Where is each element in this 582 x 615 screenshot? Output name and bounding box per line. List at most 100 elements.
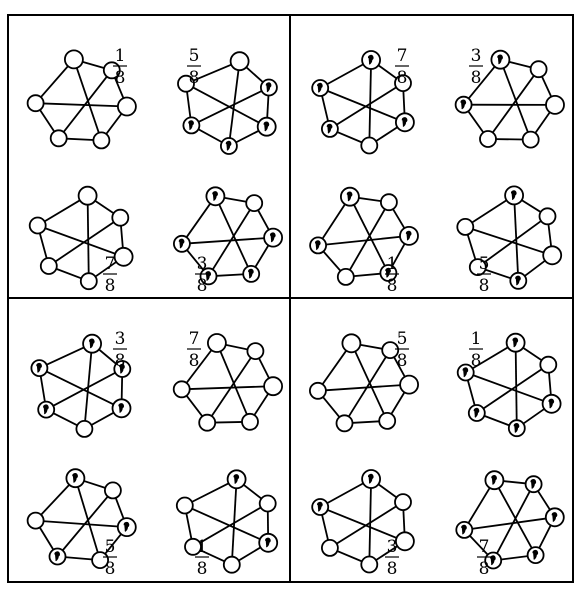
fraction-denominator: 8 [105, 559, 116, 579]
fraction-numerator: 7 [397, 46, 408, 66]
fraction-numerator: 7 [189, 329, 200, 349]
comma-mark [248, 268, 254, 279]
vertex-5 [175, 496, 194, 515]
fraction-label: 18 [195, 537, 209, 579]
vertex-4 [336, 267, 355, 286]
comma-mark [54, 551, 60, 562]
comma-mark [548, 398, 555, 409]
fraction-denominator: 8 [115, 351, 126, 371]
comma-mark [119, 363, 125, 374]
fraction-denominator: 8 [387, 559, 398, 579]
fraction-label: 58 [103, 537, 117, 579]
comma-mark [188, 120, 194, 131]
comma-mark [326, 123, 333, 134]
vertex-1 [379, 193, 398, 212]
fraction-label: 78 [395, 46, 409, 88]
vertex-1 [381, 341, 400, 360]
comma-mark [491, 475, 497, 485]
comma-mark [490, 555, 496, 566]
graph-3-2: 38 [311, 469, 415, 579]
comma-mark [72, 473, 78, 483]
fraction-numerator: 7 [479, 537, 490, 557]
edge-5-2 [465, 371, 552, 405]
comma-mark [225, 140, 232, 151]
vertex-1 [104, 481, 122, 500]
vertex-4 [479, 130, 497, 148]
edge-5-2 [181, 385, 274, 391]
vertex-2 [542, 245, 563, 266]
vertex-0 [341, 333, 362, 354]
comma-mark [317, 501, 323, 512]
fraction-label: 58 [187, 46, 201, 88]
fraction-denominator: 8 [189, 68, 200, 88]
edge-5-2 [317, 383, 410, 392]
vertex-3 [521, 130, 540, 149]
vertex-4 [468, 258, 487, 277]
comma-mark [118, 403, 124, 414]
fraction-denominator: 8 [115, 68, 126, 88]
fraction-numerator: 5 [479, 254, 490, 274]
comma-mark [265, 82, 272, 93]
comma-mark [178, 238, 185, 249]
fraction-label: 18 [113, 46, 127, 88]
comma-mark [212, 191, 218, 202]
edge-5-2 [185, 82, 268, 128]
graph-2-2: 58 [26, 468, 137, 579]
comma-mark [368, 54, 374, 65]
vertex-4 [39, 257, 58, 275]
vertex-3 [378, 411, 397, 430]
comma-mark [551, 512, 558, 523]
fraction-label: 78 [187, 329, 201, 371]
comma-mark [315, 240, 321, 251]
comma-mark [346, 191, 353, 202]
vertex-5 [26, 511, 45, 530]
vertex-3 [222, 555, 241, 574]
fraction-denominator: 8 [479, 276, 490, 296]
comma-mark [532, 549, 539, 560]
edge-5-2 [184, 504, 269, 544]
vertex-1 [111, 208, 130, 227]
edge-5-2 [35, 102, 127, 108]
vertex-1 [258, 494, 277, 513]
vertex-4 [198, 413, 217, 432]
fraction-numerator: 1 [387, 254, 398, 274]
graph-0-2: 78 [28, 185, 134, 296]
vertex-3 [360, 555, 379, 574]
graph-1-0: 78 [311, 46, 415, 155]
comma-mark [405, 230, 412, 241]
comma-mark [461, 524, 467, 535]
vertex-3 [241, 412, 259, 431]
comma-mark [36, 362, 42, 373]
vertex-1 [529, 60, 548, 79]
vertex-2 [394, 531, 415, 552]
graph-0-3: 38 [172, 186, 284, 296]
quadrant-frame-1 [289, 14, 574, 299]
fraction-denominator: 8 [105, 276, 116, 296]
fraction-denominator: 8 [189, 351, 200, 371]
fraction-label: 18 [469, 329, 483, 371]
vertex-2 [263, 376, 284, 397]
comma-mark [123, 521, 130, 532]
comma-mark [512, 337, 519, 348]
vertex-3 [360, 136, 379, 155]
comma-mark [530, 479, 537, 489]
fraction-denominator: 8 [471, 68, 482, 88]
vertex-1 [394, 493, 412, 512]
vertex-5 [28, 216, 47, 235]
vertex-0 [64, 49, 84, 70]
comma-mark [513, 423, 520, 433]
vertex-5 [177, 74, 195, 93]
fraction-numerator: 5 [189, 46, 200, 66]
comma-mark [263, 121, 270, 132]
graph-0-1: 58 [177, 46, 278, 155]
vertex-2 [117, 96, 137, 117]
fraction-numerator: 3 [471, 46, 482, 66]
edge-5-2 [319, 87, 406, 124]
fraction-numerator: 7 [105, 254, 116, 274]
graph-3-3: 78 [455, 470, 565, 579]
